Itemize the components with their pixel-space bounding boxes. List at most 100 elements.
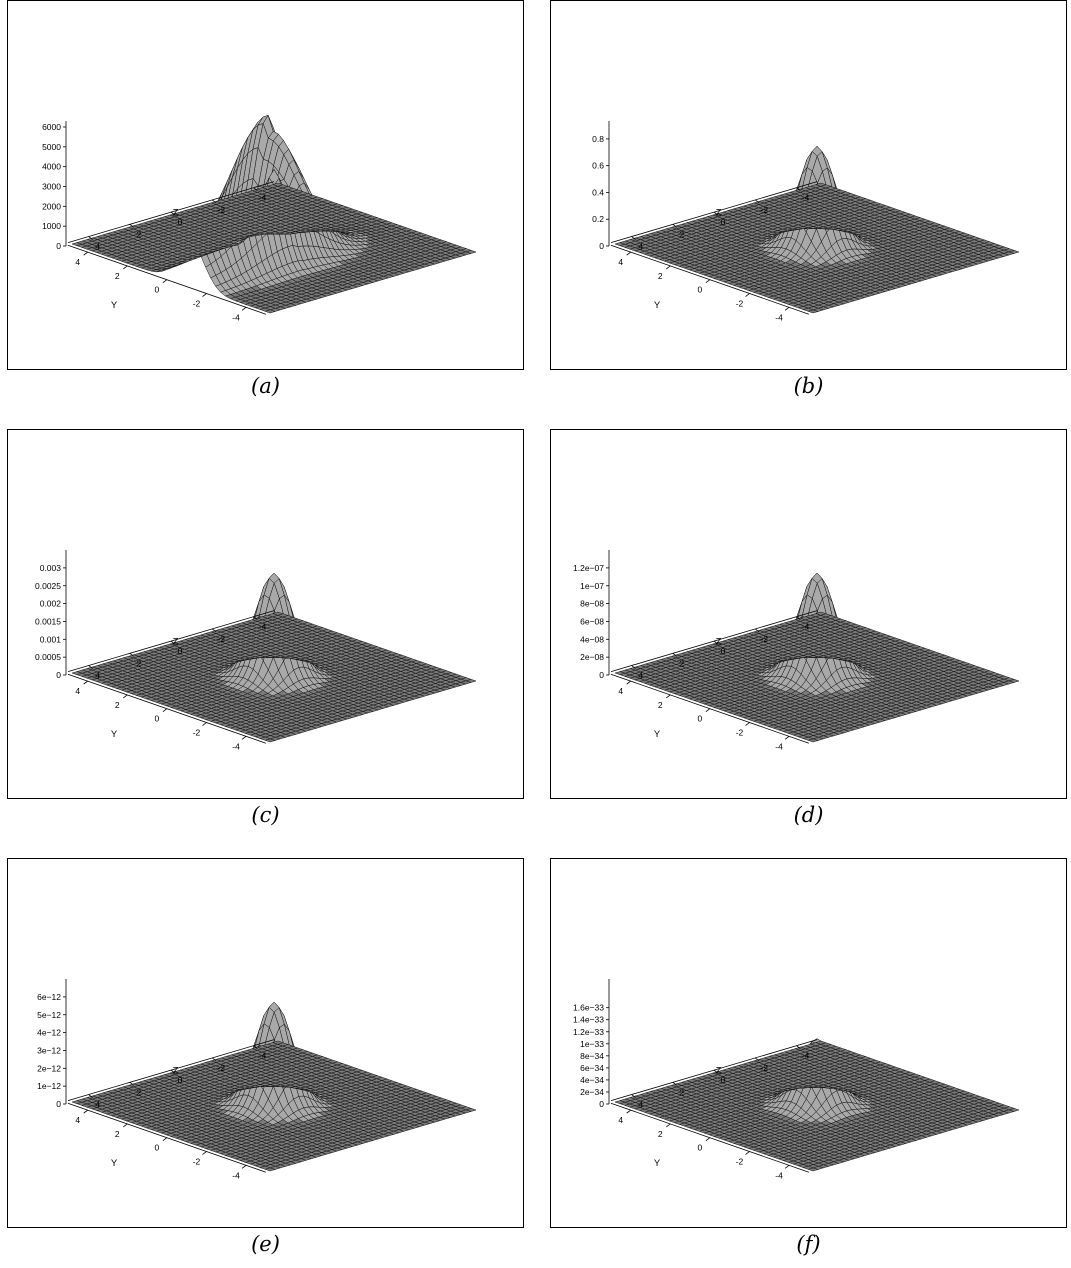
z-tick: [253, 187, 258, 192]
y-tick-label: -4: [232, 312, 240, 322]
caption-a: (a): [251, 374, 280, 398]
z-tick-label: -4: [259, 622, 267, 632]
y-tick: [745, 293, 750, 297]
height-tick-label: 2000: [42, 201, 61, 211]
height-tick-label: 3000: [42, 182, 61, 192]
y-tick-label: 4: [75, 686, 80, 696]
y-tick: [202, 722, 207, 726]
z-tick: [129, 653, 135, 657]
y-tick-label: -4: [232, 741, 240, 751]
y-tick: [83, 251, 88, 256]
z-tick-label: -2: [217, 634, 225, 644]
caption-c: (c): [251, 803, 280, 827]
z-tick-label: 0: [178, 646, 183, 656]
z-tick: [212, 628, 217, 633]
z-tick-label: -4: [802, 193, 810, 203]
y-tick-label: 2: [658, 271, 663, 281]
z-tick-label: -4: [259, 193, 267, 203]
z-tick: [170, 211, 176, 216]
z-tick-label: -2: [217, 205, 225, 215]
y-tick: [123, 694, 128, 699]
height-tick-label: 0.001: [40, 634, 62, 644]
z-tick-label: 2: [136, 658, 141, 668]
y-axis: -4 -2 0 2 4 Y: [610, 244, 810, 322]
y-axis: -4 -2 0 2 4 Y: [67, 244, 267, 322]
plot-panel-c: 0.003 0.0025 0.002 0.0015 0.001 0.0005 0 -4 -2 0 2…: [7, 429, 524, 799]
y-tick-label: 0: [698, 285, 703, 295]
y-tick-label: 4: [618, 257, 623, 267]
z-axis: -4 -2 0 2 4 Z: [67, 181, 275, 252]
height-tick-label: 0: [56, 670, 61, 680]
z-tick-label: 0: [721, 217, 726, 227]
y-tick: [123, 265, 128, 270]
height-tick-label: 0.6: [592, 161, 604, 171]
surface-mesh: [614, 145, 1020, 314]
surface-cell: [272, 182, 284, 187]
height-tick-label: 0.8: [592, 134, 604, 144]
y-tick: [666, 265, 671, 270]
y-tick-label: -2: [193, 299, 201, 309]
z-tick-label: 0: [178, 217, 183, 227]
surface-plot-c: 0.0030.00250.0020.00150.0010.00050-4-202…: [35, 550, 477, 751]
z-tick: [631, 236, 636, 240]
plot-panel-a: 6000 5000 4000 3000 2000 1000 0 -4 -2 0 2 4 Y -4 -2 0 2 4…: [7, 0, 524, 370]
z-tick: [212, 199, 217, 204]
surface-plot-a: 6000 5000 4000 3000 2000 1000 0 -4 -2 0 2 4 Y -4 -2 0 2 4…: [42, 114, 477, 322]
z-axis-title: Z: [173, 636, 179, 647]
z-tick: [755, 199, 760, 204]
height-tick-label: 0.0015: [35, 616, 61, 626]
surface-mesh: [71, 572, 477, 743]
surface-mesh: [614, 572, 1020, 743]
y-axis-line: [67, 673, 267, 744]
z-axis-title: Z: [173, 207, 179, 218]
y-axis-title: Y: [111, 729, 118, 740]
y-tick: [784, 307, 790, 311]
z-tick: [129, 224, 135, 228]
z-axis-line: [610, 181, 818, 244]
caption-b: (b): [793, 374, 824, 398]
y-tick-label: -2: [736, 299, 744, 309]
z-tick-label: 2: [679, 229, 684, 239]
z-axis-title: Z: [716, 207, 722, 218]
plot-panel-b: 0.8 0.6 0.4 0.2 0 -4 -2 0 2 4 Y -4 -2 0 2 4 Z: [550, 0, 1067, 370]
y-tick-label: 0: [155, 285, 160, 295]
y-tick-label: -2: [193, 728, 201, 738]
z-tick: [713, 211, 719, 216]
height-tick-label: 6000: [42, 122, 61, 132]
y-tick: [626, 251, 631, 256]
z-tick: [796, 187, 801, 192]
height-tick-label: 0: [56, 241, 61, 251]
height-tick-label: 4000: [42, 162, 61, 172]
y-tick: [202, 293, 207, 297]
y-tick: [162, 279, 168, 284]
z-tick: [88, 665, 93, 669]
z-tick-label: 4: [95, 242, 100, 252]
z-tick: [672, 224, 678, 228]
y-tick-label: 2: [115, 271, 120, 281]
y-tick-label: -4: [775, 312, 783, 322]
plot-panel-d: 1.2e−07 1e−07 8e−08 6e−08 4e−08 2e−08 0 -4 -2 0 2 4…: [550, 429, 1067, 799]
z-tick-label: 2: [136, 229, 141, 239]
surface-mesh: [71, 114, 477, 314]
height-tick-label: 0.0025: [35, 581, 61, 591]
y-axis-title: Y: [654, 300, 661, 311]
z-tick: [170, 640, 176, 645]
y-axis-title: Y: [111, 300, 118, 311]
surface-cell: [815, 182, 827, 187]
y-tick-label: 2: [115, 700, 120, 710]
y-tick-label: 4: [75, 257, 80, 267]
height-tick-label: 5000: [42, 142, 61, 152]
surface-plot-d: 1.2e−071e−078e−086e−084e−082e−080-4-2024…: [573, 550, 1020, 751]
surface-cell: [272, 611, 284, 616]
y-tick: [241, 736, 247, 740]
height-tick-label: 0.002: [40, 599, 62, 609]
z-tick-label: -2: [760, 205, 768, 215]
y-tick: [241, 307, 247, 311]
height-tick-label: 0.2: [592, 214, 604, 224]
height-tick-label: 0.4: [592, 187, 604, 197]
height-tick-label: 1000: [42, 221, 61, 231]
